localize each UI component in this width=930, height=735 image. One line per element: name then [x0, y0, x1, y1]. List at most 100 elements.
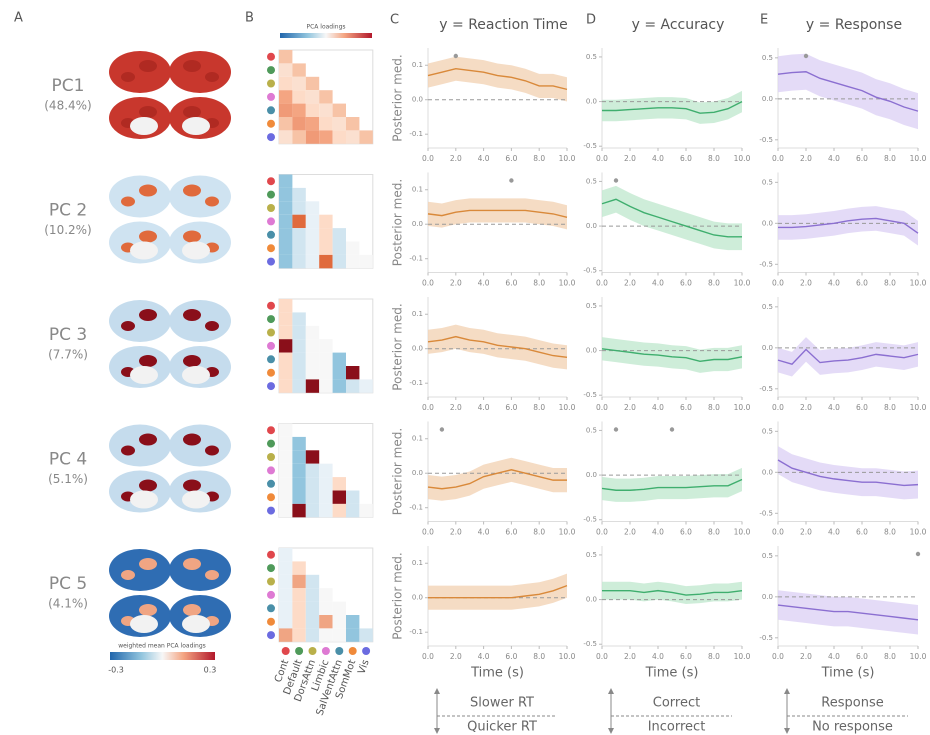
brain [169, 549, 231, 591]
matrix-cell [292, 437, 305, 450]
x-tick-label: 6.0 [856, 154, 868, 163]
network-dot [267, 618, 275, 626]
brain [109, 425, 171, 467]
matrix-cell [292, 575, 305, 588]
matrix-cell [279, 175, 292, 188]
brain-colorbar [110, 652, 215, 660]
y-tick-label: 0.1 [412, 310, 423, 318]
network-dot [267, 204, 275, 212]
matrix-cell [319, 215, 332, 228]
network-dot [267, 315, 275, 323]
brain-region [205, 197, 219, 207]
matrix-cell [279, 628, 292, 641]
network-dot [267, 53, 275, 61]
matrix-cell [319, 602, 332, 615]
brain-region [121, 570, 135, 580]
matrix-cell [319, 130, 332, 143]
credible-band [428, 458, 567, 501]
matrix-cell [319, 255, 332, 268]
brain-region [139, 309, 157, 321]
y-axis-label: Posterior med. [391, 179, 405, 266]
network-dot [282, 647, 290, 655]
x-tick-label: 6.0 [856, 403, 868, 412]
x-tick-label: 10.0 [559, 154, 576, 163]
brain-medial [130, 366, 158, 384]
x-tick-label: 4.0 [828, 652, 840, 661]
outcome-low: Incorrect [648, 720, 706, 735]
x-tick-label: 10.0 [734, 528, 751, 537]
network-dot [309, 647, 317, 655]
matrix-cell [306, 628, 319, 641]
matrix-cell [292, 366, 305, 379]
y-tick-label: 0.5 [586, 177, 597, 185]
y-tick-label: 0.0 [412, 220, 423, 228]
network-dot [267, 466, 275, 474]
brain-region [183, 355, 201, 367]
x-tick-label: 10.0 [559, 528, 576, 537]
x-tick-label: 0.0 [772, 528, 784, 537]
matrix-cell [292, 90, 305, 103]
x-tick-label: 6.0 [680, 279, 692, 288]
panel-label: D [586, 13, 596, 28]
y-tick-label: -0.5 [759, 136, 773, 144]
matrix-cell [306, 602, 319, 615]
network-dot [267, 564, 275, 572]
matrix-cell [292, 326, 305, 339]
brain [169, 425, 231, 467]
matrix-cell [346, 366, 359, 379]
matrix-cell [292, 312, 305, 325]
y-tick-label: 0.5 [586, 551, 597, 559]
matrix-cell [346, 255, 359, 268]
x-tick-label: 4.0 [652, 528, 664, 537]
matrix-cell [306, 77, 319, 90]
x-tick-label: 4.0 [652, 279, 664, 288]
matrix-cell [292, 255, 305, 268]
matrix-cell [319, 504, 332, 517]
figure: A B C D E weighted mean PCA loadings -0.… [0, 0, 930, 735]
brain-medial [182, 366, 210, 384]
matrix-cell [279, 491, 292, 504]
matrix-cell [346, 628, 359, 641]
y-tick-label: 0.5 [762, 303, 773, 311]
matrix-cell [346, 242, 359, 255]
colorbar-title: weighted mean PCA loadings [118, 643, 206, 650]
credible-band [778, 54, 918, 129]
y-tick-label: -0.5 [583, 391, 597, 399]
brain-region [183, 231, 201, 243]
network-dot [267, 578, 275, 586]
y-axis-label: Posterior med. [391, 552, 405, 639]
matrix-cell [359, 255, 372, 268]
matrix-cell [306, 339, 319, 352]
y-tick-label: 0.5 [586, 53, 597, 61]
matrix-cell [279, 477, 292, 490]
matrix-cell [319, 339, 332, 352]
x-tick-label: 6.0 [856, 528, 868, 537]
x-tick-label: 4.0 [478, 403, 490, 412]
y-tick-label: 0.1 [412, 435, 423, 443]
significance-marker [614, 427, 618, 431]
matrix-cell [292, 477, 305, 490]
x-tick-label: 0.0 [772, 652, 784, 661]
matrix-cell [306, 353, 319, 366]
x-tick-label: 4.0 [478, 652, 490, 661]
x-tick-label: 2.0 [624, 528, 636, 537]
component-name: PC 5 [49, 574, 87, 594]
x-tick-label: 2.0 [450, 403, 462, 412]
matrix-cell [333, 491, 346, 504]
x-tick-label: 6.0 [680, 528, 692, 537]
x-tick-label: 6.0 [680, 154, 692, 163]
matrix-cell [279, 228, 292, 241]
component-name: PC1 [52, 76, 85, 96]
network-dot [267, 440, 275, 448]
x-tick-label: 2.0 [450, 528, 462, 537]
x-tick-label: 0.0 [772, 279, 784, 288]
x-tick-label: 10.0 [910, 528, 927, 537]
matrix-cell [292, 242, 305, 255]
brain-region [139, 60, 157, 72]
x-tick-label: 2.0 [800, 154, 812, 163]
component-name: PC 3 [49, 325, 87, 345]
x-tick-label: 4.0 [478, 154, 490, 163]
component-variance: (5.1%) [48, 472, 88, 486]
matrix-cell [292, 117, 305, 130]
matrix-cell [319, 379, 332, 392]
